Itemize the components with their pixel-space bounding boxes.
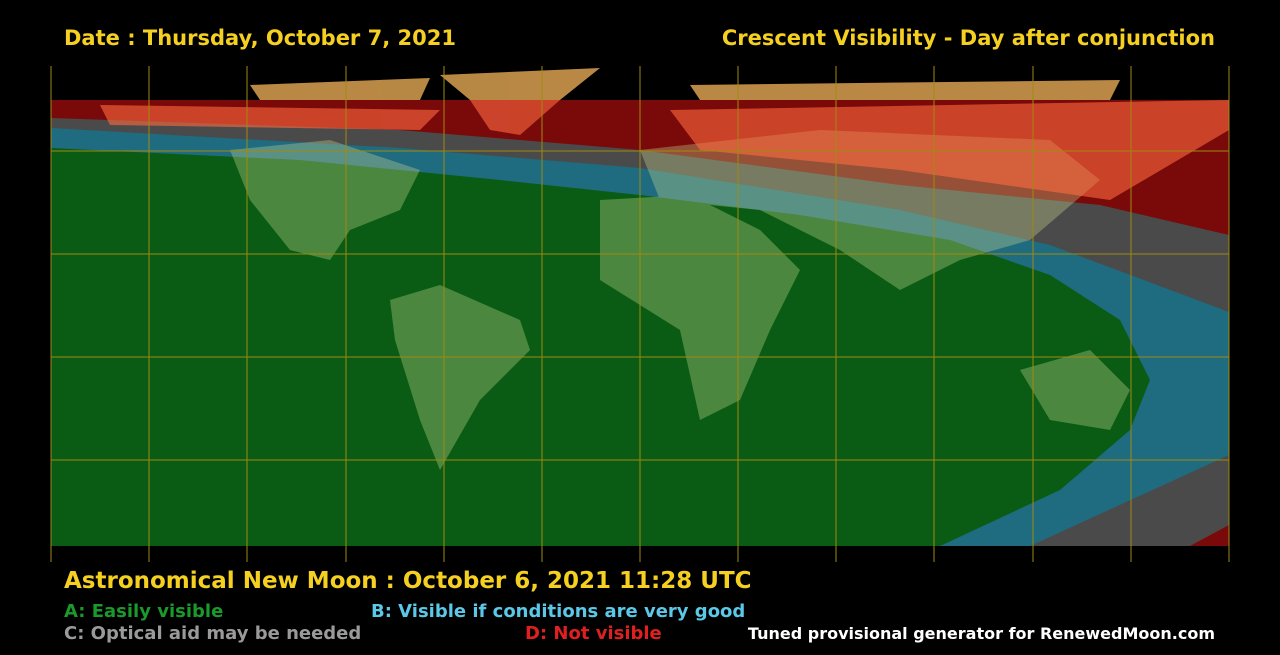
credit: Tuned provisional generator for RenewedM… — [748, 624, 1215, 643]
legend-c: C: Optical aid may be needed — [64, 623, 361, 644]
arctic-islands — [250, 78, 430, 100]
greenland-south — [470, 100, 560, 135]
zone-a — [51, 148, 1150, 546]
legend-b: B: Visible if conditions are very good — [371, 601, 745, 622]
siberia-coast — [690, 80, 1120, 100]
title: Crescent Visibility - Day after conjunct… — [722, 26, 1215, 50]
new-moon: Astronomical New Moon : October 6, 2021 … — [64, 568, 752, 594]
legend-a: A: Easily visible — [64, 601, 223, 622]
australia — [1020, 350, 1130, 430]
date: Date : Thursday, October 7, 2021 — [64, 26, 456, 50]
north-america — [230, 140, 420, 260]
russia — [670, 100, 1229, 200]
canada — [100, 105, 440, 130]
land-north — [250, 68, 1120, 100]
graticule — [50, 66, 1230, 562]
land — [230, 130, 1130, 470]
legend-d: D: Not visible — [525, 623, 662, 644]
africa — [600, 195, 800, 420]
land-red — [100, 100, 1229, 200]
south-america — [390, 285, 530, 470]
map — [50, 66, 1230, 562]
greenland — [440, 68, 600, 100]
